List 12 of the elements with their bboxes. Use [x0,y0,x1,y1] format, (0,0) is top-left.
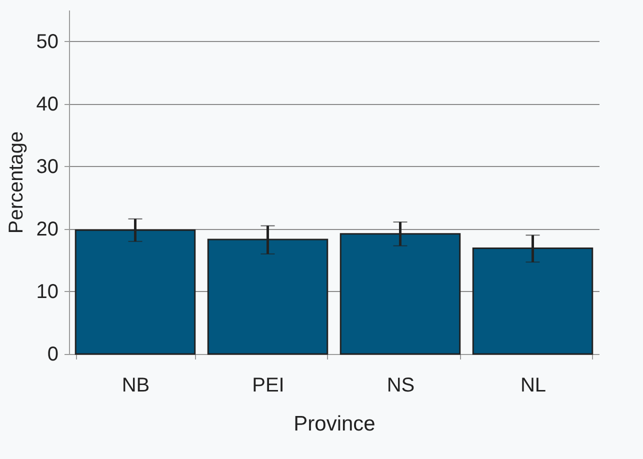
x-tick-label: PEI [252,374,284,396]
x-tick-label: NS [386,374,415,396]
y-tick-label: 50 [36,30,58,53]
y-tick-label: 40 [36,93,58,116]
x-axis-title: Province [294,412,376,436]
x-tick-label: NB [122,374,150,396]
y-axis-title: Percentage [5,131,28,234]
y-tick-label: 0 [47,344,58,366]
x-tick-label: NL [520,374,546,396]
y-tick-label: 20 [36,218,58,240]
y-tick-label: 30 [36,156,58,178]
y-tick-label: 10 [36,280,58,303]
